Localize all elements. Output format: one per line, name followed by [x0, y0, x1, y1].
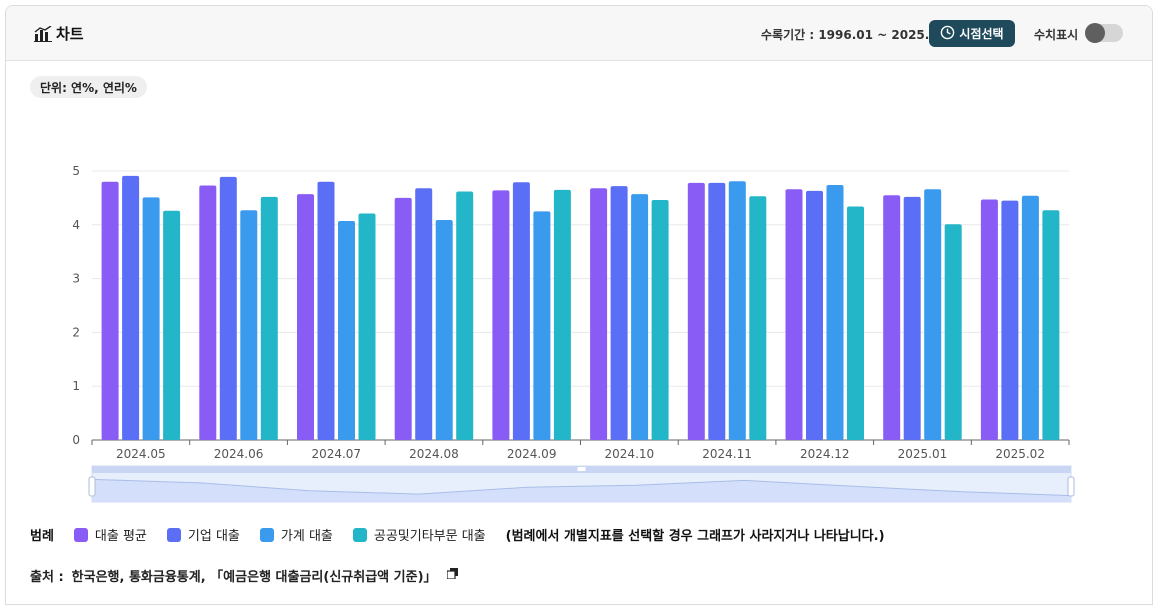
- x-tick-label: 2024.05: [116, 447, 166, 461]
- bar: [317, 181, 335, 440]
- bar: [297, 194, 314, 440]
- bar: [219, 176, 237, 440]
- bar: [199, 185, 217, 440]
- bar: [338, 221, 355, 440]
- x-tick-label: 2025.01: [898, 447, 948, 461]
- bar: [631, 194, 649, 440]
- legend-swatch: [73, 527, 88, 542]
- bar: [101, 181, 119, 440]
- bar: [240, 210, 258, 440]
- x-tick-label: 2024.08: [409, 447, 459, 461]
- x-tick-label: 2024.12: [800, 447, 850, 461]
- bar: [553, 189, 571, 440]
- legend-item[interactable]: 공공및기타부문 대출: [352, 525, 486, 544]
- bar: [687, 182, 705, 440]
- y-tick-label: 5: [72, 164, 80, 178]
- y-tick-label: 1: [72, 379, 80, 393]
- bar: [435, 219, 453, 440]
- external-link-icon[interactable]: [445, 568, 458, 583]
- legend-item[interactable]: 대출 평균: [73, 525, 147, 544]
- bar: [903, 196, 921, 440]
- bar: [1021, 195, 1039, 440]
- source-label: 출처 :: [30, 570, 64, 585]
- bar: [1042, 210, 1060, 440]
- toggle-knob: [1085, 23, 1105, 43]
- zoom-slider-line: [91, 478, 1072, 497]
- bar: [260, 196, 278, 440]
- legend-items: 대출 평균 기업 대출 가계 대출 공공및기타부문 대출: [73, 525, 506, 544]
- bar: [142, 197, 160, 440]
- y-tick-label: 0: [72, 433, 80, 447]
- bar: [415, 188, 433, 440]
- period-text: 수록기간 : 1996.01 ~ 2025.02: [761, 28, 947, 42]
- y-tick-label: 3: [72, 272, 80, 286]
- bar: [590, 188, 608, 440]
- bar: [456, 191, 474, 440]
- bar-chart: 0 1 2 3 4 5 2024.05 2024.06 2024.07 2024.08 2024.0…: [72, 164, 1075, 503]
- bar: [358, 213, 376, 440]
- y-tick-label: 2: [72, 325, 80, 339]
- clock-icon: [940, 25, 955, 43]
- legend-swatch: [259, 527, 274, 542]
- bar: [651, 200, 669, 440]
- bar: [708, 182, 726, 440]
- bar: [122, 175, 140, 441]
- bar: [749, 196, 767, 440]
- bar: [512, 182, 530, 440]
- legend-swatch: [166, 527, 181, 542]
- x-tick-label: 2024.11: [702, 447, 752, 461]
- bar: [728, 181, 746, 441]
- source-text: 한국은행, 통화금융통계, 「예금은행 대출금리(신규취급액 기준)」: [71, 570, 437, 585]
- legend-item[interactable]: 기업 대출: [166, 525, 240, 544]
- page-title: 차트: [56, 25, 84, 43]
- bar: [610, 186, 628, 440]
- time-select-button[interactable]: 시점선택: [929, 20, 1015, 47]
- unit-badge: 단위: 연%, 연리%: [30, 76, 147, 98]
- bar-chart-icon: [34, 25, 52, 42]
- bar: [924, 189, 942, 440]
- legend: 범례 대출 평균 기업 대출 가계 대출 공공및기타부문 대출 (범례에서 개별지표를…: [30, 525, 885, 544]
- legend-label: 공공및기타부문 대출: [373, 529, 486, 544]
- x-tick-label: 2025.02: [995, 447, 1045, 461]
- zoom-handle-right[interactable]: [1067, 476, 1075, 497]
- source: 출처 : 한국은행, 통화금융통계, 「예금은행 대출금리(신규취급액 기준)」: [30, 566, 458, 585]
- x-tick-label: 2024.06: [214, 447, 264, 461]
- legend-item[interactable]: 가계 대출: [259, 525, 333, 544]
- bar: [980, 199, 998, 440]
- value-toggle[interactable]: [1085, 23, 1123, 43]
- title-wrap: 차트: [34, 23, 84, 44]
- bar: [847, 206, 864, 440]
- panel-header: 차트 수록기간 : 1996.01 ~ 2025.02 시점선택 수치표시: [6, 6, 1152, 61]
- x-tick-label: 2024.10: [605, 447, 655, 461]
- bar: [883, 195, 901, 440]
- bar: [492, 190, 510, 440]
- bar: [163, 210, 181, 440]
- zoom-handle-left[interactable]: [88, 476, 96, 497]
- bar: [806, 190, 823, 440]
- legend-label: 대출 평균: [94, 529, 147, 544]
- bar: [785, 189, 803, 440]
- bar: [394, 197, 412, 440]
- value-toggle-label: 수치표시: [1034, 28, 1079, 42]
- bar: [533, 211, 551, 440]
- x-tick-label: 2024.07: [311, 447, 361, 461]
- legend-label: 가계 대출: [280, 529, 333, 544]
- time-select-label: 시점선택: [959, 27, 1004, 41]
- bar: [826, 184, 844, 440]
- legend-note: (범례에서 개별지표를 선택할 경우 그래프가 사라지거나 나타납니다.): [505, 529, 885, 544]
- x-tick-label: 2024.09: [507, 447, 557, 461]
- zoom-grip[interactable]: [577, 467, 586, 471]
- y-tick-label: 4: [72, 218, 80, 232]
- legend-title: 범례: [30, 529, 54, 544]
- legend-swatch: [352, 527, 367, 542]
- bar: [944, 224, 962, 440]
- bar: [1001, 200, 1019, 440]
- legend-label: 기업 대출: [187, 529, 240, 544]
